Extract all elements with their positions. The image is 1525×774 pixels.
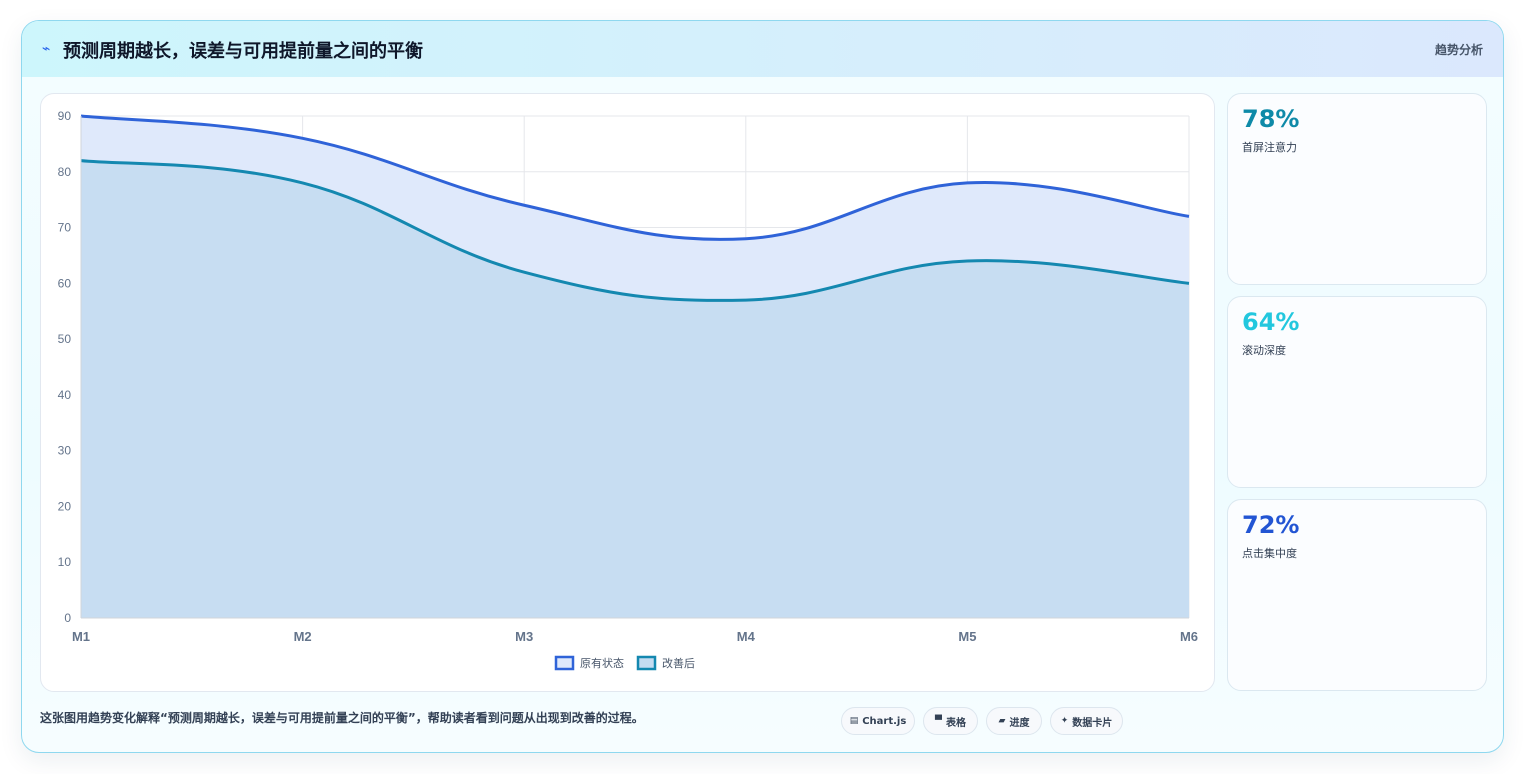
y-tick-label: 20 (58, 499, 72, 513)
x-tick-label: M5 (958, 629, 976, 644)
chip-label: 表格 (945, 717, 966, 729)
x-tick-label: M3 (515, 629, 533, 644)
page-title: 预测周期越长，误差与可用提前量之间的平衡 (63, 41, 423, 62)
chart-icon: ▤ (849, 716, 859, 726)
kpi-card-attention: 78% 首屏注意力 (1227, 93, 1487, 285)
trend-analysis-tag: 趋势分析 (1434, 43, 1483, 57)
chip-label: 进度 (1009, 717, 1030, 729)
legend-label: 原有状态 (580, 656, 624, 670)
series-line-2 (80, 159, 1190, 302)
series-line-1 (80, 114, 1190, 241)
sparkle-icon: ✦ (1060, 716, 1069, 726)
x-tick-label: M1 (72, 629, 90, 644)
kpi-label: 首屏注意力 (1242, 141, 1297, 154)
chip-table[interactable]: ▀ 表格 (923, 707, 978, 735)
legend-swatch (636, 655, 657, 671)
chip-progress[interactable]: ▰ 进度 (986, 707, 1042, 735)
chip-label: 数据卡片 (1072, 717, 1113, 729)
kpi-label: 滚动深度 (1242, 344, 1286, 357)
y-tick-label: 40 (58, 388, 72, 402)
x-tick-label: M4 (737, 629, 756, 644)
area-chart: 0 10 20 30 40 50 60 70 80 90 M1 M2 M3 M4 M5 M6 原有状态 改善后 (58, 109, 1198, 671)
chip-label: Chart.js (862, 715, 907, 727)
trend-card: ⌁ 预测周期越长，误差与可用提前量之间的平衡 趋势分析 0 10 20 30 40 50 6… (21, 20, 1504, 753)
kpi-value: 78% (1242, 105, 1300, 133)
y-tick-label: 80 (58, 165, 72, 179)
legend-swatch (554, 655, 575, 671)
legend-label: 改善后 (662, 656, 695, 670)
series-area-2 (81, 160, 1189, 618)
y-tick-label: 0 (64, 611, 71, 625)
y-tick-label: 60 (58, 276, 72, 290)
kpi-card-click-concentration: 72% 点击集中度 (1227, 499, 1487, 691)
y-tick-label: 30 (58, 444, 72, 458)
chip-chartjs[interactable]: ▤ Chart.js (841, 707, 915, 735)
chip-data-card[interactable]: ✦ 数据卡片 (1050, 707, 1123, 735)
y-tick-label: 90 (58, 109, 72, 123)
table-icon: ▀ (935, 716, 942, 726)
chart-description: 这张图用趋势变化解释“预测周期越长，误差与可用提前量之间的平衡”，帮助读者看到问… (40, 711, 644, 725)
x-tick-label: M6 (1180, 629, 1198, 644)
x-tick-label: M2 (294, 629, 312, 644)
kpi-label: 点击集中度 (1242, 547, 1297, 560)
card-header: ⌁ 预测周期越长，误差与可用提前量之间的平衡 趋势分析 (22, 21, 1503, 77)
y-tick-label: 50 (58, 332, 72, 346)
kpi-card-scroll-depth: 64% 滚动深度 (1227, 296, 1487, 488)
progress-icon: ▰ (998, 716, 1006, 726)
y-tick-label: 10 (58, 555, 72, 569)
kpi-value: 64% (1242, 308, 1300, 336)
trend-icon: ⌁ (42, 41, 51, 57)
y-tick-label: 70 (58, 221, 72, 235)
chart-panel: 0 10 20 30 40 50 60 70 80 90 M1 M2 M3 M4 M5 M6 原有状态 改善后 (40, 93, 1215, 692)
kpi-value: 72% (1242, 511, 1300, 539)
